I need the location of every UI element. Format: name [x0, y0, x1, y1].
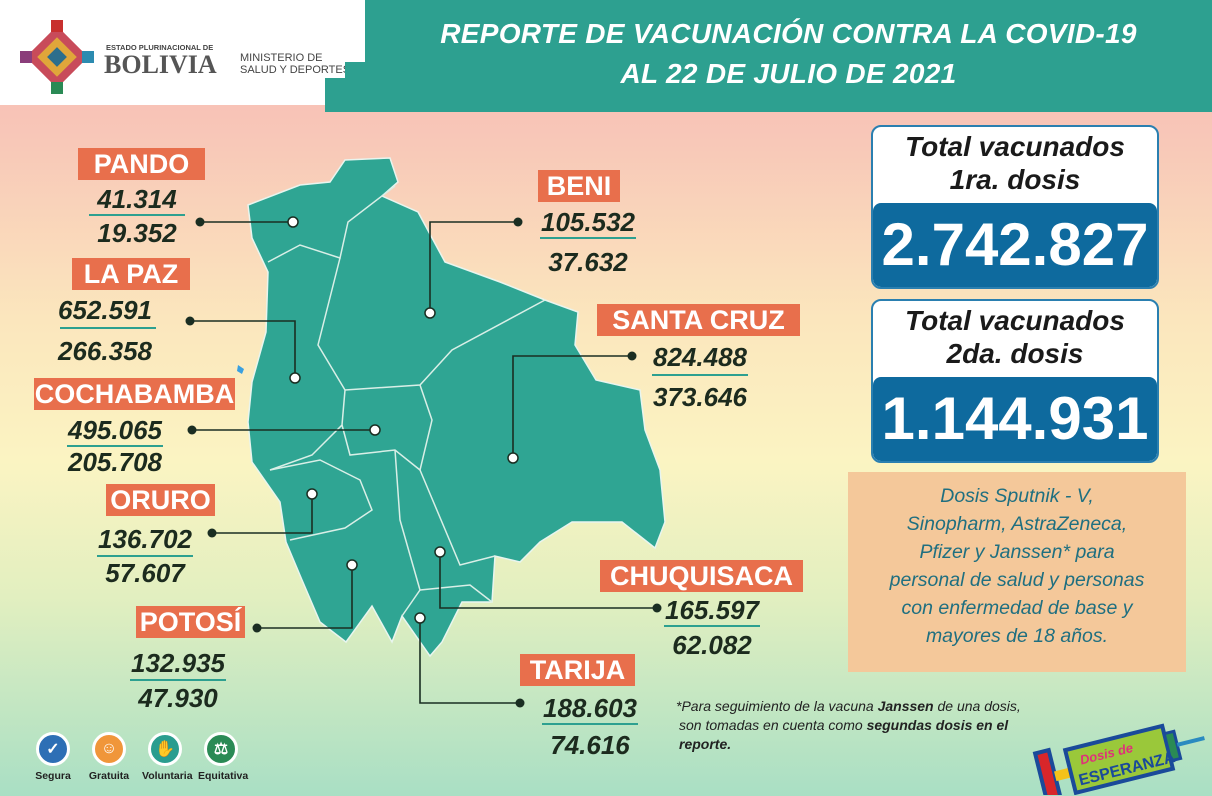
note-bold: reporte.	[679, 736, 732, 752]
badge-voluntaria: ✋ Voluntaria	[142, 732, 193, 782]
bolivia-emblem-icon	[20, 20, 94, 94]
cochabamba-second-dose: 205.708	[68, 447, 162, 477]
info-line: mayores de 18 años.	[925, 625, 1109, 647]
la-paz-first-dose: 652.591	[58, 295, 152, 325]
info-line: Dosis Sputnik - V,	[940, 485, 1094, 507]
shield-check-icon: ✓	[36, 732, 70, 766]
note-bold: Janssen	[877, 698, 934, 714]
card-label-line1: Total vacunados	[905, 131, 1125, 162]
department-markers	[287, 216, 519, 624]
divider	[652, 374, 748, 376]
map-outline	[247, 157, 666, 658]
total-second-dose-value: 1.144.931	[873, 377, 1157, 461]
badge-gratuita: ☺ Gratuita	[86, 732, 132, 782]
header-logo-area: ESTADO PLURINACIONAL DE BOLIVIA MINISTER…	[0, 0, 370, 105]
divider	[130, 679, 226, 681]
total-first-dose-card: Total vacunados 1ra. dosis 2.742.827	[871, 125, 1159, 289]
divider	[60, 327, 156, 329]
info-line: Pfizer y Janssen* para	[919, 541, 1115, 563]
beni-first-dose: 105.532	[541, 207, 635, 237]
divider	[97, 555, 193, 557]
label-beni: BENI	[538, 170, 620, 202]
ministry-text: MINISTERIO DE SALUD Y DEPORTES	[240, 52, 350, 76]
label-oruro: ORURO	[106, 484, 215, 516]
dosis-de-esperanza-logo: Dosis de ESPERANZA	[1032, 723, 1205, 795]
title-banner	[365, 0, 1212, 112]
scales-icon: ⚖	[204, 732, 238, 766]
note-bold: segundas dosis en el	[866, 717, 1009, 733]
banner-step	[325, 78, 367, 112]
note-text: son tomadas en cuenta como	[679, 717, 867, 733]
divider	[89, 214, 185, 216]
principle-badges: ✓ Segura ☺ Gratuita ✋ Voluntaria ⚖ Equitativ…	[30, 732, 249, 782]
label-tarija: TARIJA	[520, 654, 635, 686]
total-first-dose-value: 2.742.827	[873, 203, 1157, 287]
department-borders	[267, 185, 546, 617]
banner-step	[345, 62, 367, 82]
badge-label: Voluntaria	[142, 770, 193, 782]
chuquisaca-second-dose: 62.082	[672, 630, 752, 660]
badge-segura: ✓ Segura	[30, 732, 76, 782]
card-label-line2: 2da. dosis	[946, 338, 1084, 369]
report-title: REPORTE DE VACUNACIÓN CONTRA LA COVID-19	[440, 18, 1137, 49]
beni-second-dose: 37.632	[548, 247, 628, 277]
leader-dots	[185, 217, 662, 708]
info-line: Sinopharm, AstraZeneca,	[906, 513, 1128, 535]
chuquisaca-first-dose: 165.597	[665, 595, 759, 625]
la-paz-second-dose: 266.358	[58, 336, 152, 366]
note-text: de una dosis,	[933, 698, 1021, 714]
potosi-second-dose: 47.930	[138, 683, 218, 713]
bolivia-text: BOLIVIA	[104, 50, 217, 79]
cochabamba-first-dose: 495.065	[68, 415, 162, 445]
label-pando: PANDO	[78, 148, 205, 180]
divider	[542, 723, 638, 725]
ministry-line2: SALUD Y DEPORTES	[240, 64, 351, 76]
card-label-line1: Total vacunados	[905, 305, 1125, 336]
info-line: personal de salud y personas	[889, 569, 1145, 591]
santa-cruz-first-dose: 824.488	[653, 342, 747, 372]
info-line: con enfermedad de base y	[901, 597, 1133, 619]
ministry-line1: MINISTERIO DE	[240, 52, 323, 64]
label-potosi: POTOSÍ	[136, 606, 245, 638]
total-second-dose-label: Total vacunados 2da. dosis	[873, 301, 1157, 377]
total-first-dose-label: Total vacunados 1ra. dosis	[873, 127, 1157, 203]
divider	[67, 445, 163, 447]
raised-hand-icon: ✋	[148, 732, 182, 766]
leader-lines	[190, 221, 657, 704]
estado-text: ESTADO PLURINACIONAL DE	[106, 43, 214, 52]
label-chuquisaca: CHUQUISACA	[600, 560, 803, 592]
lake-titicaca	[237, 365, 244, 374]
tarija-first-dose: 188.603	[543, 693, 637, 723]
total-second-dose-card: Total vacunados 2da. dosis 1.144.931	[871, 299, 1159, 463]
oruro-second-dose: 57.607	[105, 558, 185, 588]
janssen-footnote: *Para seguimiento de la vacuna Janssen d…	[676, 697, 1021, 754]
badge-label: Equitativa	[198, 770, 249, 782]
potosi-first-dose: 132.935	[131, 648, 225, 678]
vaccine-info-box: Dosis Sputnik - V, Sinopharm, AstraZenec…	[848, 472, 1186, 672]
label-la-paz: LA PAZ	[72, 258, 190, 290]
badge-equitativa: ⚖ Equitativa	[198, 732, 249, 782]
label-cochabamba: COCHABAMBA	[34, 378, 235, 410]
santa-cruz-second-dose: 373.646	[653, 382, 747, 412]
smile-icon: ☺	[92, 732, 126, 766]
divider	[664, 625, 760, 627]
note-text: *Para seguimiento de la vacuna	[676, 698, 878, 714]
oruro-first-dose: 136.702	[98, 524, 192, 554]
card-label-line2: 1ra. dosis	[949, 164, 1081, 195]
label-santa-cruz: SANTA CRUZ	[597, 304, 800, 336]
badge-label: Segura	[35, 770, 71, 782]
badge-label: Gratuita	[88, 770, 130, 782]
divider	[540, 237, 636, 239]
report-date: AL 22 DE JULIO DE 2021	[620, 58, 957, 89]
tarija-second-dose: 74.616	[550, 730, 630, 760]
pando-first-dose: 41.314	[97, 184, 177, 214]
pando-second-dose: 19.352	[97, 218, 177, 248]
